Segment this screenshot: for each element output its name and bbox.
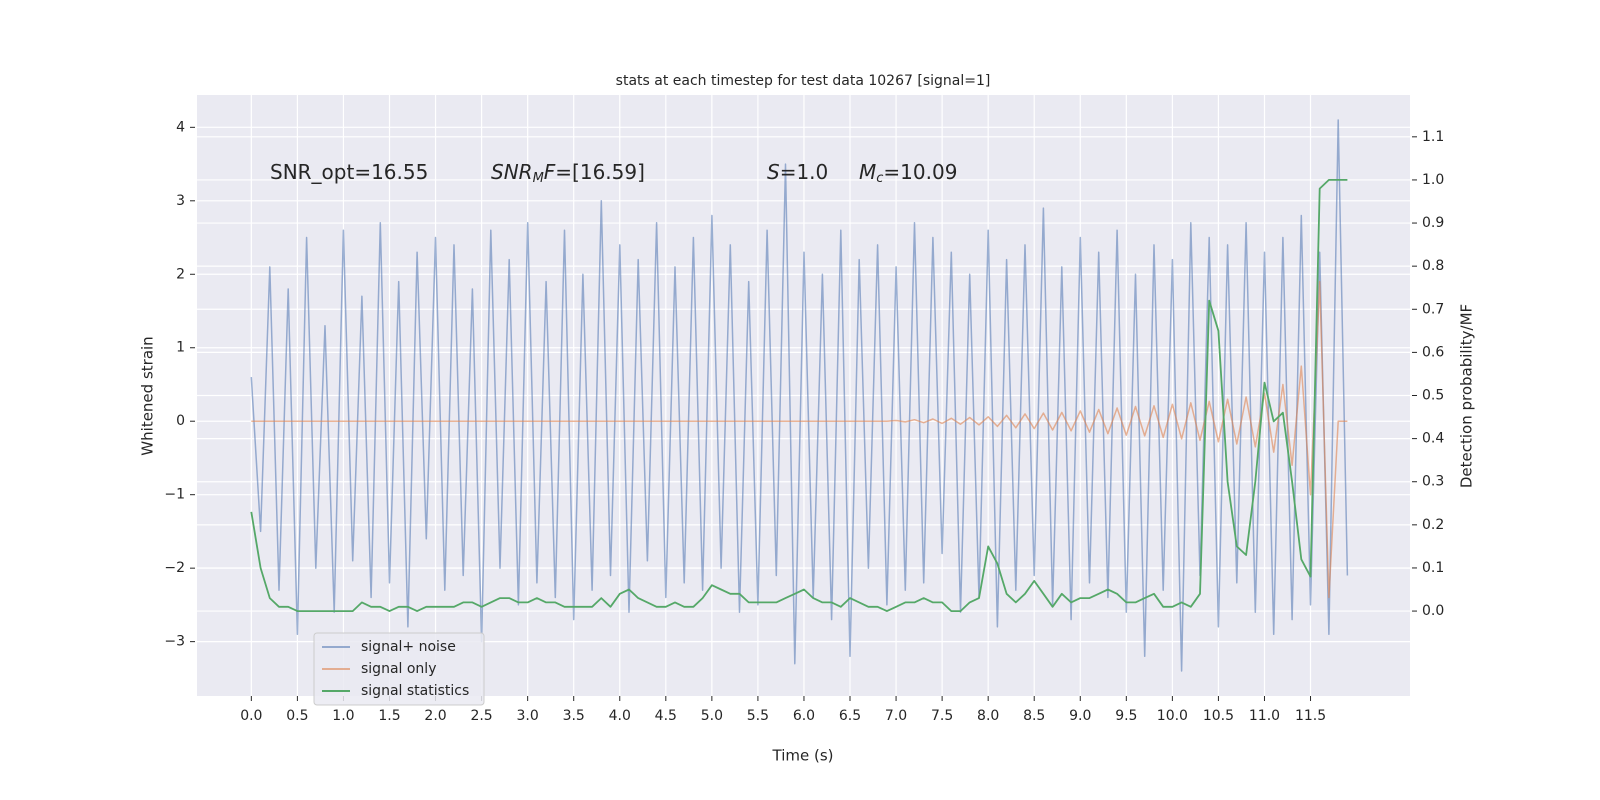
y-tick-label: 4	[176, 119, 185, 135]
series-line	[250, 119, 1349, 672]
x-tick-label: 0.0	[240, 708, 262, 724]
x-tick-label: 3.5	[563, 708, 585, 724]
x-tick-label: 2.5	[470, 708, 492, 724]
x-tick-label: 10.0	[1157, 708, 1188, 724]
y2-tick-label: 0.5	[1422, 388, 1444, 404]
y2-tick-label: 0.1	[1422, 560, 1444, 576]
annotation: SNR_opt=16.55	[270, 160, 428, 184]
x-tick-label: 5.0	[701, 708, 723, 724]
y2-tick-label: 0.6	[1422, 344, 1444, 360]
y2-axis-label: Detection probability/MF	[1458, 304, 1476, 488]
annotation: SNRMF=[16.59]	[491, 160, 645, 186]
y-tick-label: 3	[176, 193, 185, 209]
chart-title: stats at each timestep for test data 102…	[616, 73, 991, 89]
series-line	[250, 179, 1348, 612]
x-axis-label: Time (s)	[772, 747, 834, 765]
x-tick-label: 0.5	[286, 708, 308, 724]
y2-tick-label: 0.9	[1422, 215, 1444, 231]
x-tick-label: 10.5	[1203, 708, 1234, 724]
y-tick-label: −2	[164, 560, 185, 576]
data-layer	[250, 119, 1349, 672]
legend-label: signal statistics	[361, 683, 469, 699]
y-tick-label: −3	[164, 634, 185, 650]
y2-tick-label: 1.0	[1422, 172, 1444, 188]
x-tick-label: 8.0	[977, 708, 999, 724]
series-line	[251, 280, 1348, 599]
x-tick-label: 7.0	[885, 708, 907, 724]
annotation-part: F	[544, 160, 556, 184]
x-tick-label: 9.0	[1069, 708, 1091, 724]
x-tick-label: 4.0	[609, 708, 631, 724]
legend-label: signal only	[361, 661, 436, 677]
x-tick-label: 9.5	[1115, 708, 1137, 724]
x-tick-label: 6.5	[839, 708, 861, 724]
y2-tick-label: 0.4	[1422, 431, 1444, 447]
annotation-part: =1.0	[780, 160, 829, 184]
annotation-part: M	[533, 171, 544, 186]
x-tick-label: 6.0	[793, 708, 815, 724]
x-tick-label: 3.0	[517, 708, 539, 724]
x-tick-label: 1.0	[332, 708, 354, 724]
y-tick-label: 1	[176, 340, 185, 356]
x-tick-label: 5.5	[747, 708, 769, 724]
y2-tick-label: 0.0	[1422, 603, 1444, 619]
y2-tick-label: 0.2	[1422, 517, 1444, 533]
annotation-part: c	[876, 171, 883, 186]
x-tick-label: 2.0	[424, 708, 446, 724]
x-tick-label: 11.0	[1249, 708, 1280, 724]
x-tick-label: 8.5	[1023, 708, 1045, 724]
y-axis-label: Whitened strain	[139, 336, 157, 455]
y2-tick-label: 0.7	[1422, 301, 1444, 317]
annotation-part: =10.09	[883, 160, 957, 184]
annotation-part: =[16.59]	[555, 160, 645, 184]
annotation-part: M	[859, 160, 876, 184]
annotation: S=1.0	[767, 160, 828, 184]
y-tick-label: 0	[176, 413, 185, 429]
x-tick-label: 7.5	[931, 708, 953, 724]
y-tick-label: 2	[176, 266, 185, 282]
x-tick-label: 11.5	[1295, 708, 1326, 724]
x-tick-label: 4.5	[655, 708, 677, 724]
y2-tick-label: 1.1	[1422, 129, 1444, 145]
annotation-part: S	[767, 160, 780, 184]
y2-tick-label: 0.3	[1422, 474, 1444, 490]
annotation-part: SNR	[491, 160, 533, 184]
legend-label: signal+ noise	[361, 639, 456, 655]
y-tick-label: −1	[164, 487, 185, 503]
y2-tick-label: 0.8	[1422, 258, 1444, 274]
annotation-part: SNR_opt=16.55	[270, 160, 428, 184]
legend-box	[313, 632, 485, 706]
annotation: Mc=10.09	[859, 160, 957, 186]
x-tick-label: 1.5	[378, 708, 400, 724]
